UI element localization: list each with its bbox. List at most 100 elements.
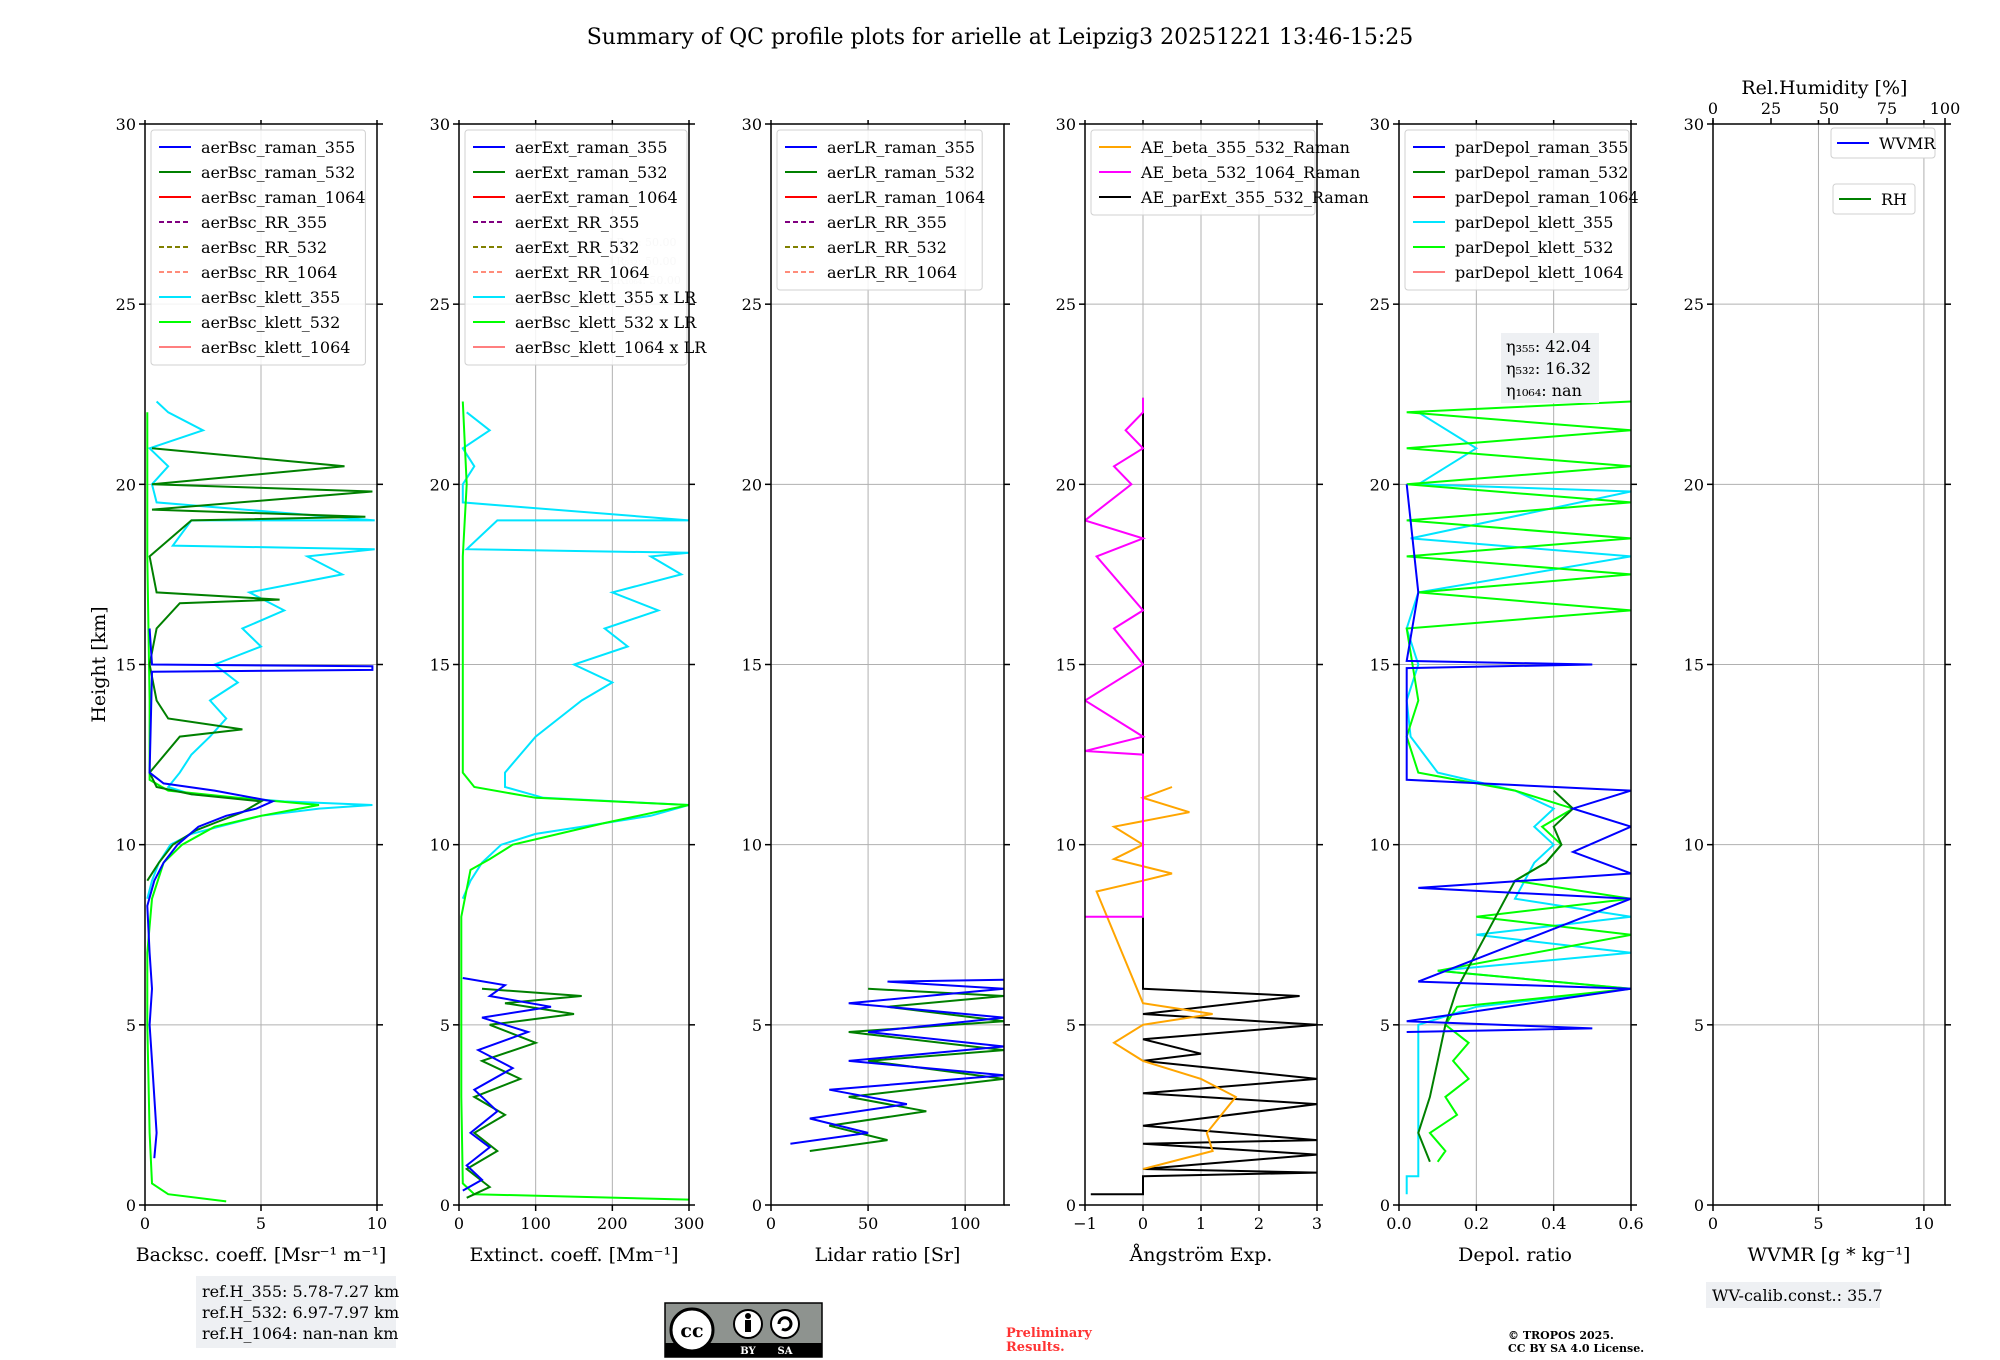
x-tick-label: 200 [597,1214,628,1233]
legend-box [1830,127,1936,159]
legend-entry-label: aerBsc_klett_532 [201,313,340,332]
series-group [1405,400,1631,1195]
x-axis-label: Depol. ratio [1458,1244,1572,1266]
ref-height-532: ref.H_532: 6.97-7.97 km [202,1303,399,1322]
legend-entry-label: RH [1881,190,1907,209]
ref-height-355: ref.H_355: 5.78-7.27 km [202,1282,399,1301]
y-tick-label: 20 [1370,475,1390,494]
series-line-aerBsc_klett_532 [146,412,320,1203]
legend-entry-label: AE_parExt_355_532_Raman [1140,188,1369,207]
cc-license-badge[interactable]: cc BY SA [664,1302,823,1358]
legend-entry-label: parDepol_klett_355 [1455,213,1613,232]
y-tick-label: 20 [742,475,762,494]
x-tick-label: 0.4 [1541,1214,1566,1233]
y-tick-label: 25 [430,295,450,314]
legend-box [464,129,688,366]
legend-entry-label: aerBsc_raman_532 [201,163,355,182]
legend: aerBsc_raman_355 aerBsc_raman_532 aerBsc_r… [150,129,366,366]
panel-ext: 0 100 200 300 0 5 10 15 20 25 30 Extinct. coeff. [M… [430,115,708,1266]
legend-entry-label: aerExt_RR_532 [515,238,639,257]
y-tick-label: 25 [1370,295,1390,314]
legend-entry-label: aerBsc_klett_1064 x LR [515,338,707,357]
legend-entry-label: aerLR_RR_1064 [827,263,957,282]
legend-entry-label: aerBsc_raman_355 [201,138,355,157]
y-tick-label: 30 [430,115,450,134]
copyright-note: © TROPOS 2025. CC BY SA 4.0 License. [1508,1329,1644,1355]
y-tick-label: 20 [1056,475,1076,494]
panel-bsc: 0 5 10 0 5 10 15 20 25 30 Backsc. coeff. [Msr⁻¹ m⁻… [88,115,387,1266]
sa-arrow-arc [777,1316,793,1332]
cc-by-label: BY [740,1346,756,1357]
series-line-aerBsc_klett_355 x LR [461,411,689,900]
series-group [1085,397,1317,1196]
eta-annotation-line: η₅₃₂: 16.32 [1506,359,1591,378]
y-tick-label: 0 [752,1196,762,1215]
y-tick-label: 10 [1056,836,1076,855]
x-axis-label: WVMR [g * kg⁻¹] [1748,1244,1911,1266]
x-tick-label: 100 [950,1214,981,1233]
copyright-line-1: © TROPOS 2025. [1508,1329,1614,1342]
y-tick-label: 10 [1684,836,1704,855]
legend-entry-label: aerBsc_klett_532 x LR [515,313,697,332]
series-line-aerBsc_raman_532 [146,447,373,882]
series-group [790,978,1004,1152]
series-line-aerLR_raman_355 [790,978,1004,1145]
series-line-parDepol_raman_532 [1417,789,1575,1163]
y-tick-label: 0 [1066,1196,1076,1215]
top-x-tick-label: 0 [1708,99,1718,118]
top-x-tick-label: 75 [1877,99,1897,118]
y-tick-label: 5 [1694,1016,1704,1035]
x-tick-label: 2 [1254,1214,1264,1233]
y-tick-label: 5 [1380,1016,1390,1035]
legend-entry-label: aerExt_raman_1064 [515,188,678,207]
legend-entry-label: aerLR_RR_355 [827,213,947,232]
series-line-aerExt_raman_532 [464,987,582,1199]
y-tick-label: 15 [742,656,762,675]
x-tick-label: 0 [1708,1214,1718,1233]
series-line-aerExt_raman_355 [462,977,552,1192]
sa-share-icon [770,1309,800,1339]
panel-depol: 0.0 0.2 0.4 0.6 0 5 10 15 20 25 30 Depol. ratio parD… [1370,115,1644,1266]
x-tick-label: 50 [858,1214,878,1233]
wv-calib-bg [1706,1282,1880,1308]
x-tick-label: 0 [1138,1214,1148,1233]
x-tick-label: 0 [454,1214,464,1233]
series-line-AE_beta_355_532_Raman [1095,786,1238,1170]
wv-calib-text: WV-calib.const.: 35.7 [1712,1286,1883,1305]
legend-entry-label: aerLR_raman_532 [827,163,975,182]
x-tick-label: −1 [1073,1214,1097,1233]
copyright-line-2: CC BY SA 4.0 License. [1508,1342,1644,1355]
ref-height-box-bg [196,1276,396,1348]
y-tick-label: 15 [116,656,136,675]
preliminary-note: Preliminary Results. [1006,1326,1092,1355]
legend-entry-label: AE_beta_532_1064_Raman [1140,163,1360,182]
y-tick-label: 15 [1370,656,1390,675]
y-tick-label: 5 [1066,1016,1076,1035]
x-axis-label: Extinct. coeff. [Mm⁻¹] [469,1244,678,1266]
y-tick-label: 25 [1684,295,1704,314]
legend-entry-label: parDepol_klett_532 [1455,238,1613,257]
y-tick-label: 20 [430,475,450,494]
series-line-parDepol_raman_355 [1405,484,1631,1033]
y-tick-label: 30 [1056,115,1076,134]
x-tick-label: 0.6 [1618,1214,1643,1233]
series-line-parDepol_klett_355 [1405,411,1631,1195]
legend-entry-label: aerBsc_RR_532 [201,238,327,257]
y-tick-label: 10 [742,836,762,855]
wv-calib-box: WV-calib.const.: 35.7 [1706,1282,1883,1308]
eta-annotation-line: η₁₀₆₄: nan [1506,381,1582,400]
series-line-AE_parExt_355_532_Raman [1090,397,1317,1196]
by-person-body [745,1320,751,1332]
legend-entry-label: aerExt_RR_355 [515,213,639,232]
y-tick-label: 25 [1056,295,1076,314]
legend-entry-label: aerLR_raman_355 [827,138,975,157]
x-tick-label: 0 [140,1214,150,1233]
legend-entry-label: aerBsc_klett_355 x LR [515,288,697,307]
legend-entry-label: aerLR_RR_532 [827,238,947,257]
legend-entry-label: parDepol_klett_1064 [1455,263,1624,282]
y-tick-label: 15 [430,656,450,675]
series-line-aerBsc_klett_532 x LR [460,401,689,1201]
panel-lr: 0 50 100 0 5 10 15 20 25 30 Lidar ratio [Sr] aerLR_… [742,115,1010,1266]
figure-title: Summary of QC profile plots for arielle … [587,25,1414,50]
